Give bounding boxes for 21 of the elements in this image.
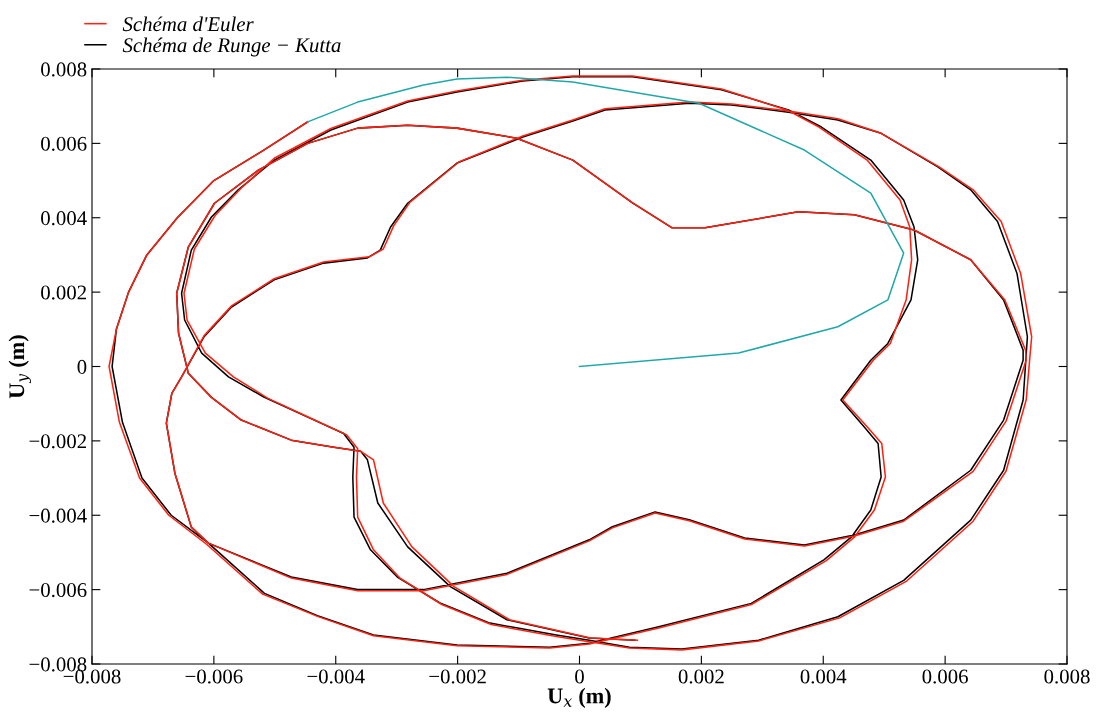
y-axis-title: U$_{y}$ (m) [8, 335, 31, 399]
x-tick-label: −0.002 [429, 669, 486, 684]
y-tick-label: −0.002 [29, 434, 86, 449]
line-series [306, 76, 905, 368]
y-tick-label: 0 [77, 359, 87, 374]
legend-label: Schéma de Runge − Kutta [122, 37, 341, 57]
y-tick-label: 0.006 [41, 136, 87, 151]
x-axis-title: U$_{x}$ (m) [547, 687, 611, 708]
x-tick-label: −0.004 [307, 669, 365, 684]
y-tick-label: 0.008 [41, 62, 87, 77]
x-tick-label: 0 [575, 669, 584, 684]
y-tick-label: −0.006 [29, 583, 87, 598]
legend-label: Schéma d'Euler [122, 16, 254, 32]
x-tick-label: 0.004 [800, 669, 847, 684]
x-tick-label: 0.008 [1044, 669, 1090, 684]
y-tick-label: 0.004 [41, 211, 87, 226]
x-tick-label: 0.002 [678, 669, 724, 684]
y-tick-label: 0.002 [41, 285, 86, 300]
y-tick-label: −0.004 [29, 508, 87, 523]
x-tick-label: −0.006 [185, 669, 243, 684]
x-tick-label: 0.006 [922, 669, 968, 684]
